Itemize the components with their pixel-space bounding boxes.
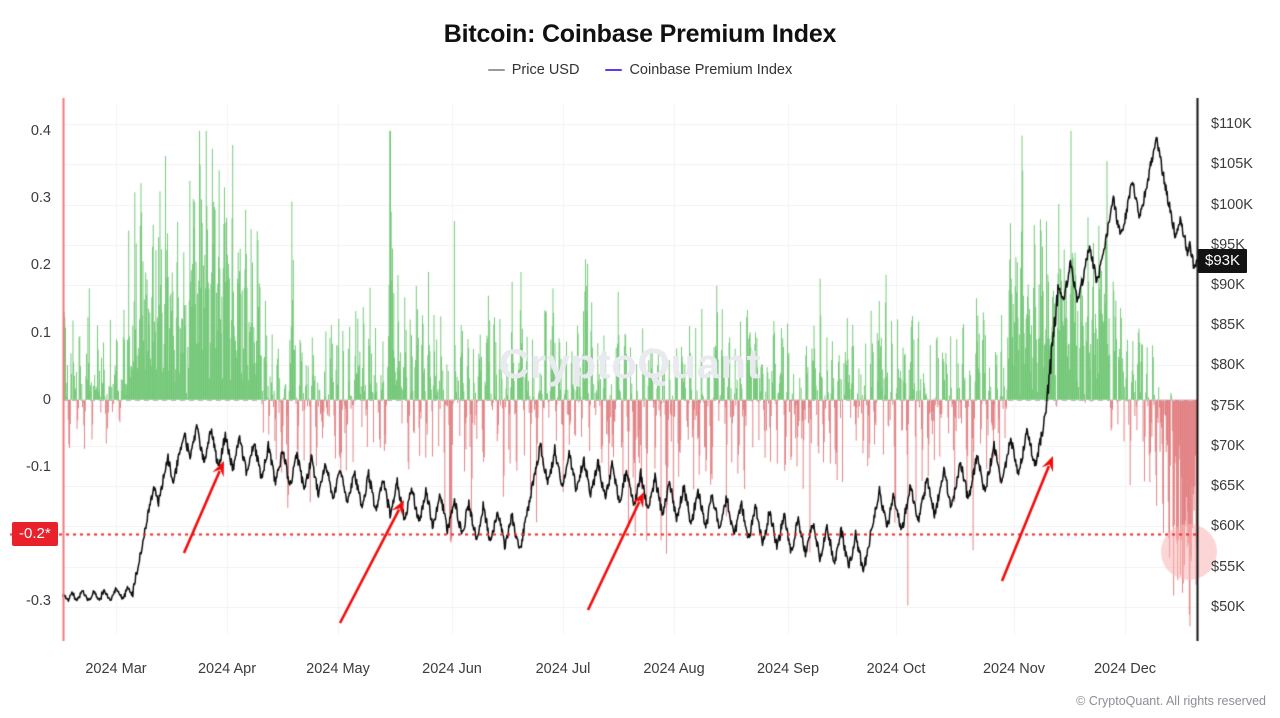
x-axis-tick: 2024 Nov — [982, 661, 1046, 677]
y-axis-left-tick: 0 — [42, 391, 51, 408]
y-axis-left-tick: -0.3 — [26, 593, 51, 610]
y-axis-right-tick: $85K — [1211, 317, 1245, 334]
y-axis-right-tick: $100K — [1211, 196, 1253, 213]
premium-threshold-badge: -0.2* — [12, 522, 58, 547]
y-axis-left-tick: 0.3 — [30, 190, 51, 207]
y-axis-right-tick: $55K — [1211, 558, 1245, 575]
y-axis-right-tick: $95K — [1211, 236, 1245, 253]
y-axis-right-tick: $50K — [1211, 598, 1245, 615]
x-axis-tick: 2024 Apr — [197, 661, 257, 677]
y-axis-left-tick: 0.1 — [30, 324, 51, 341]
y-axis-right-tick: $110K — [1211, 116, 1252, 133]
x-axis-tick: 2024 Mar — [85, 661, 147, 677]
x-axis-tick: 2024 Jul — [535, 661, 591, 677]
x-axis-tick: 2024 Dec — [1093, 661, 1157, 677]
y-axis-right-tick: $105K — [1211, 156, 1253, 173]
y-axis-right-tick: $70K — [1211, 437, 1245, 454]
x-axis-tick: 2024 Sep — [756, 661, 820, 677]
y-axis-left-tick: 0.4 — [30, 122, 51, 139]
y-axis-right-tick: $90K — [1211, 277, 1245, 294]
y-axis-right-tick: $60K — [1211, 518, 1245, 535]
x-axis-tick: 2024 May — [306, 661, 370, 677]
y-axis-left-tick: 0.2 — [30, 257, 51, 274]
current-price-badge: $93K — [1198, 248, 1248, 273]
y-axis-left-tick: -0.1 — [26, 458, 51, 475]
y-axis-right-tick: $65K — [1211, 478, 1245, 495]
x-axis-tick: 2024 Oct — [866, 661, 926, 677]
copyright-credit: © CryptoQuant. All rights reserved — [1076, 694, 1266, 708]
x-axis-tick: 2024 Jun — [422, 661, 482, 677]
y-axis-right-tick: $75K — [1211, 397, 1245, 414]
x-axis-tick: 2024 Aug — [643, 661, 705, 677]
y-axis-right-tick: $80K — [1211, 357, 1245, 374]
